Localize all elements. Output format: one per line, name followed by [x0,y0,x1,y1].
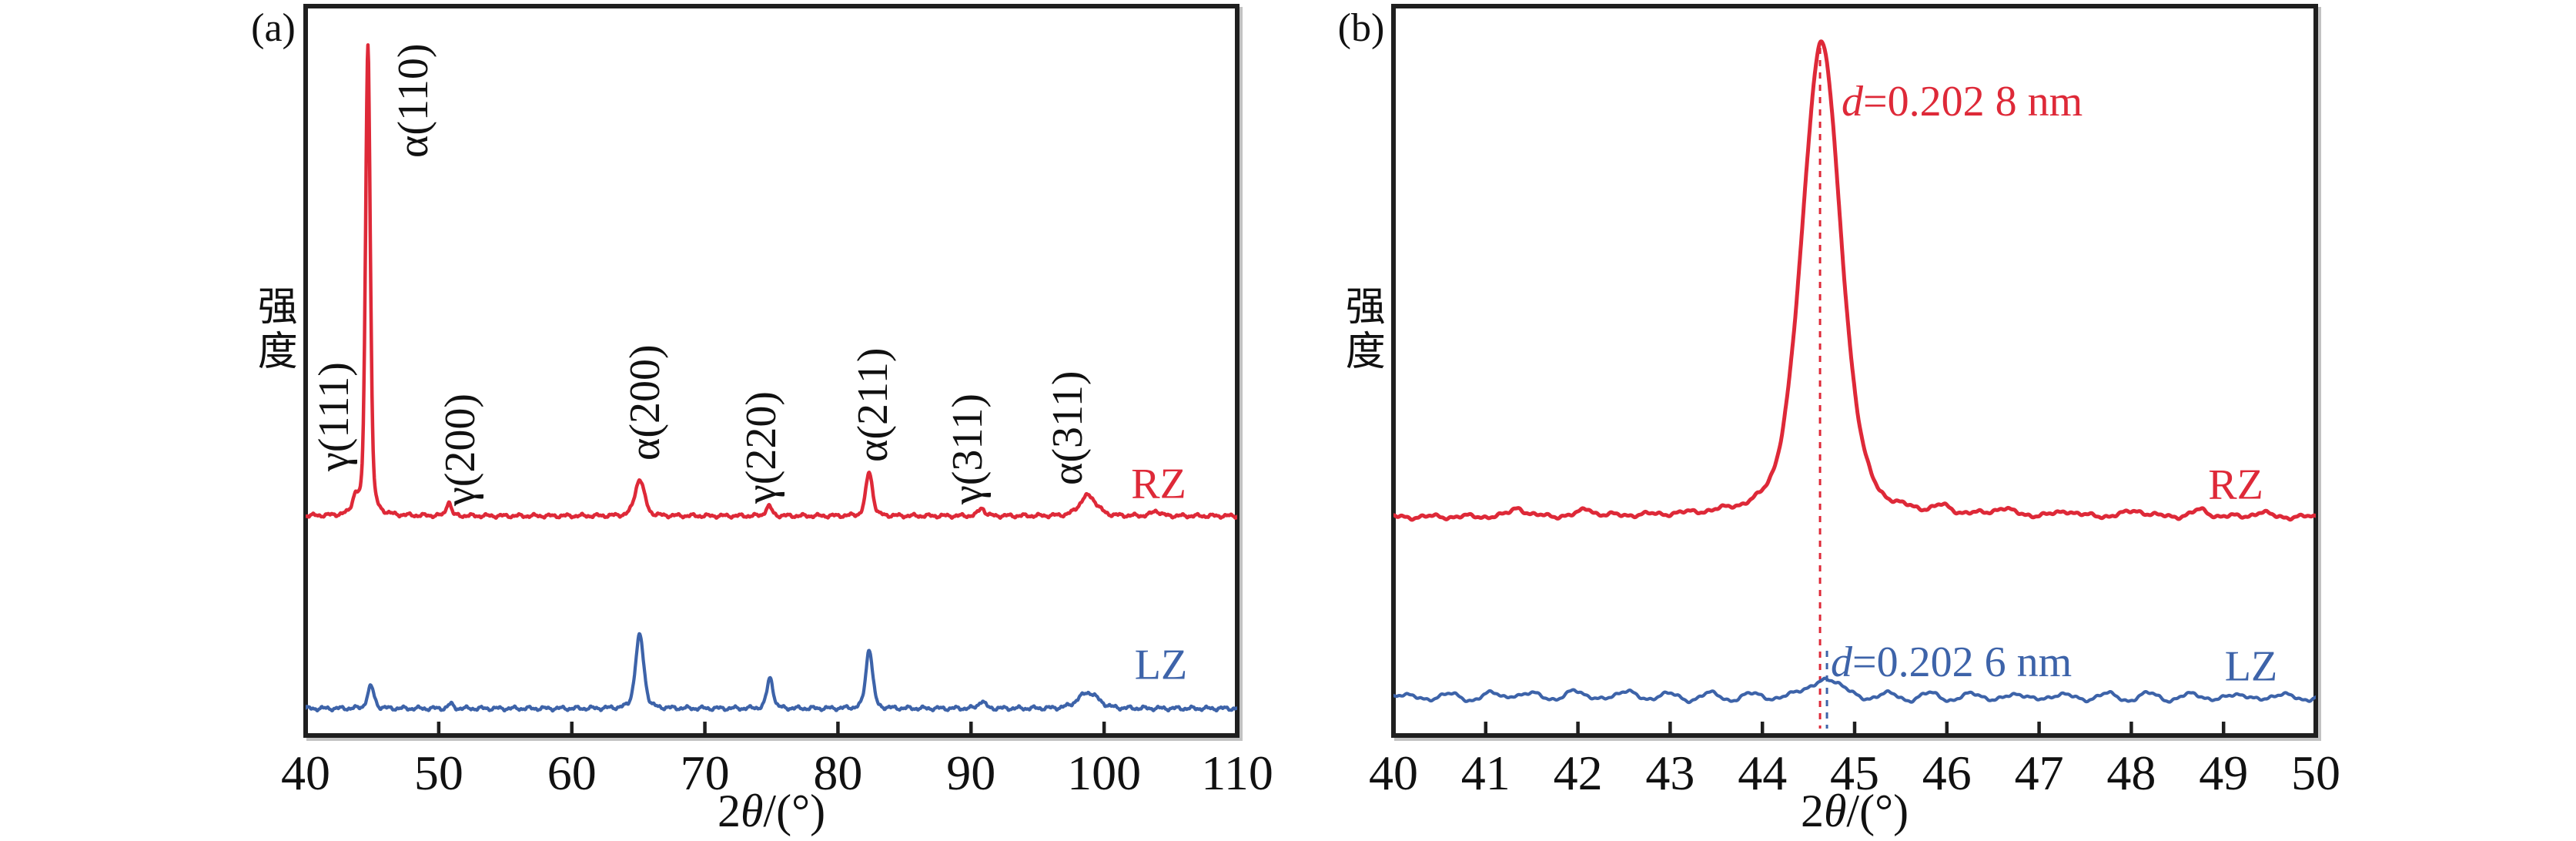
x-tick-label-48-b: 48 [2106,746,2156,800]
peak-label-γ111-a: γ(111) [309,362,358,471]
x-tick-label-41-b: 41 [1460,746,1510,800]
plot-box-a [303,4,1239,738]
x-tick-label-110-a: 110 [1201,746,1273,800]
series-label-rz-a: RZ [1131,460,1186,508]
x-axis-label-b: 2θ/(°) [1800,786,1909,836]
x-tick-label-100-a: 100 [1067,746,1142,800]
peak-label-α211-a: α(211) [848,347,897,462]
x-tick-label-90-a: 90 [946,746,996,800]
x-tick-label-40-a: 40 [281,746,330,800]
x-tick-label-50-b: 50 [2291,746,2340,800]
x-tick-label-43-b: 43 [1645,746,1695,800]
plot-svg-b [1393,39,2316,735]
x-tick-label-47-b: 47 [2014,746,2064,800]
series-label-lz-b: LZ [2224,642,2278,691]
plot-svg-a [306,43,1237,735]
curve-rz-a [306,43,1237,520]
curve-rz-b [1393,39,2316,522]
x-axis-label-a: 2θ/(°) [717,786,826,836]
x-tick-label-42-b: 42 [1553,746,1603,800]
x-tick-label-50-a: 50 [413,746,463,800]
x-tick-label-70-a: 70 [680,746,730,800]
x-tick-label-44-b: 44 [1738,746,1788,800]
x-tick-label-46-b: 46 [1922,746,1972,800]
peak-label-α200-a: α(200) [621,344,670,461]
peak-label-α110-a: α(110) [390,43,438,158]
y-axis-label-b: 强度 [1338,285,1385,374]
x-tick-label-49-b: 49 [2199,746,2249,800]
d-spacing-annotation-1-b: d=0.202 6 nm [1831,638,2073,686]
panel-label-b: (b) [1337,6,1385,50]
plot-box-b [1391,4,2318,738]
curve-lz-a [306,632,1237,713]
d-spacing-annotation-0-b: d=0.202 8 nm [1842,78,2083,126]
series-label-lz-a: LZ [1134,641,1188,689]
peak-label-α311-a: α(311) [1044,370,1092,485]
x-tick-label-45-b: 45 [1830,746,1879,800]
peak-label-γ220-a: γ(220) [738,390,786,504]
series-label-rz-b: RZ [2208,461,2263,509]
x-tick-label-60-a: 60 [547,746,597,800]
y-axis-label-a: 强度 [250,285,297,374]
panel-label-a: (a) [251,6,296,50]
x-tick-label-40-b: 40 [1369,746,1418,800]
peak-label-γ200-a: γ(200) [436,393,484,506]
x-tick-label-80-a: 80 [813,746,863,800]
curve-lz-b [1393,676,2316,705]
peak-label-γ311-a: γ(311) [944,394,992,504]
